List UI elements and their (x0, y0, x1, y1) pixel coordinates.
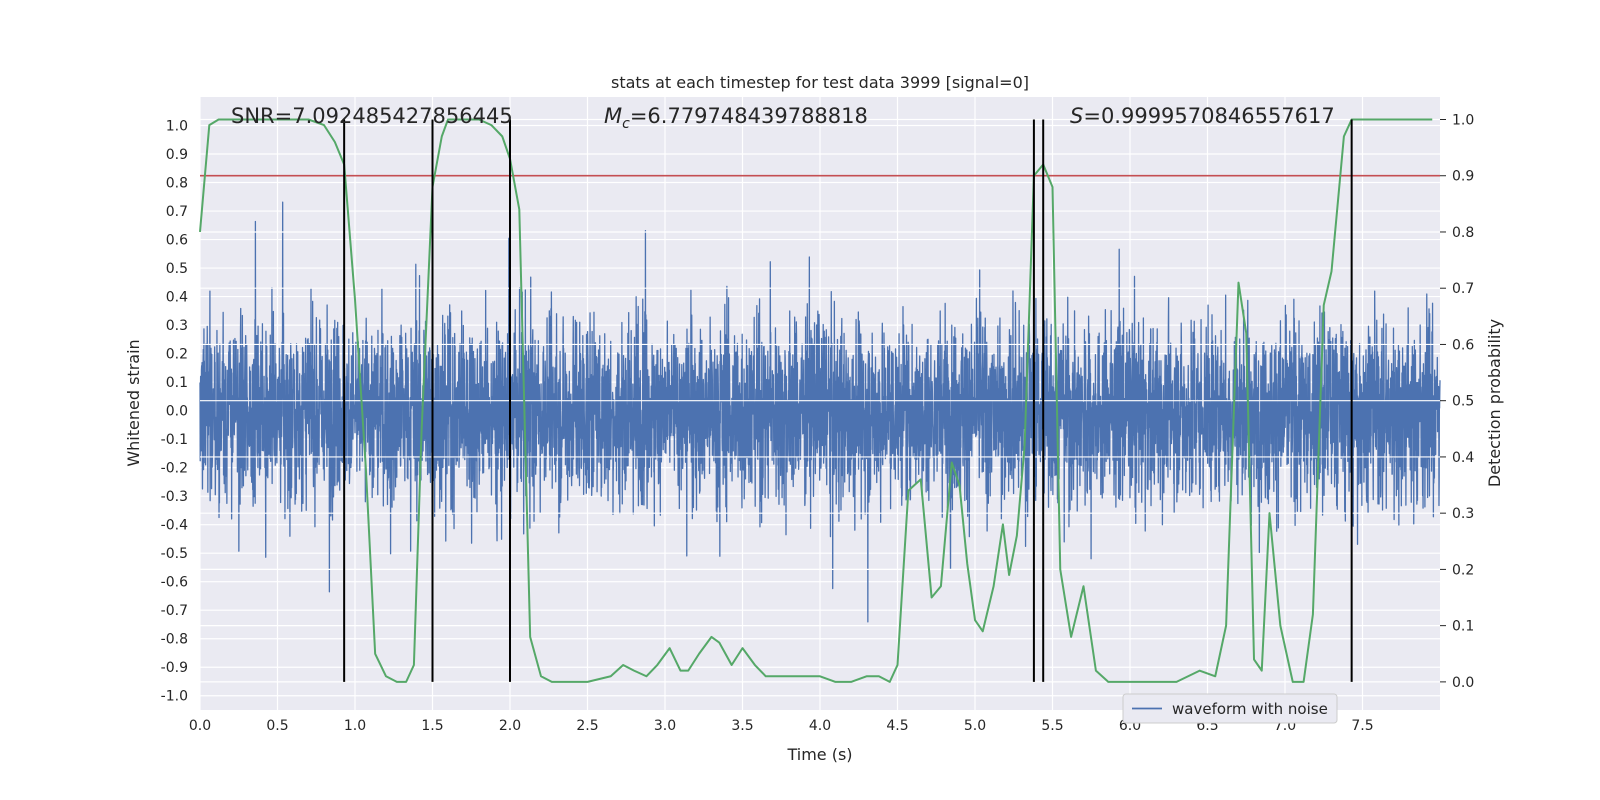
y-axis-title: Whitened strain (124, 339, 143, 466)
y2-tick-label: 0.6 (1452, 337, 1474, 353)
s-value: =0.9999570846557617 (1083, 104, 1334, 128)
s-statistic-annotation: S=0.9999570846557617 (1070, 104, 1335, 128)
x-tick-label: 2.0 (499, 718, 521, 734)
detection-probability-series (199, 118, 1433, 683)
y-tick-label: 0.2 (166, 347, 188, 363)
snr-annotation: SNR=7.092485427856445 (231, 104, 513, 128)
mc-value: =6.779748439788818 (630, 104, 868, 128)
y-tick-label: -0.7 (161, 603, 188, 619)
y-tick-label: 0.5 (166, 261, 188, 277)
y2-tick-label: 0.0 (1452, 675, 1474, 691)
y-tick-label: 0.4 (166, 290, 188, 306)
y-tick-label: -0.2 (161, 461, 188, 477)
x-tick-label: 3.0 (654, 718, 676, 734)
waveform-series (199, 201, 1441, 623)
y-tick-label: -0.1 (161, 432, 188, 448)
y-tick-label: -1.0 (161, 689, 188, 705)
y-tick-label: -0.5 (161, 546, 188, 562)
y-tick-label: -0.8 (161, 632, 188, 648)
y2-tick-label: 0.2 (1452, 562, 1474, 578)
mc-symbol: M (604, 104, 622, 128)
y-tick-label: 0.6 (166, 233, 188, 249)
x-tick-label: 5.0 (964, 718, 986, 734)
x-tick-label: 4.5 (886, 718, 908, 734)
x-tick-label: 7.5 (1351, 718, 1373, 734)
legend-box (1122, 693, 1338, 724)
y2-tick-label: 0.4 (1452, 450, 1474, 466)
x-axis-title: Time (s) (786, 745, 852, 764)
legend: waveform with noise (1122, 693, 1338, 724)
y-tick-label: -0.3 (161, 489, 188, 505)
waveform-line (199, 201, 1441, 623)
x-tick-label: 3.5 (731, 718, 753, 734)
x-tick-label: 4.0 (809, 718, 831, 734)
y2-tick-label: 0.8 (1452, 225, 1474, 241)
chart-title: stats at each timestep for test data 399… (611, 73, 1029, 92)
y2-axis-title: Detection probability (1485, 319, 1504, 487)
y-tick-label: -0.4 (161, 518, 188, 534)
vertical-markers (343, 119, 1353, 682)
probability-line (199, 118, 1433, 683)
x-tick-label: 1.0 (344, 718, 366, 734)
y2-tick-label: 1.0 (1452, 112, 1474, 128)
x-tick-label: 2.5 (576, 718, 598, 734)
legend-label-waveform: waveform with noise (1172, 700, 1328, 718)
x-tick-label: 0.5 (266, 718, 288, 734)
y-tick-label: 1.0 (166, 119, 188, 135)
y2-tick-label: 0.1 (1452, 619, 1474, 635)
s-symbol: S (1070, 104, 1083, 128)
y2-tick-label: 0.9 (1452, 169, 1474, 185)
y-tick-label: 0.0 (166, 404, 188, 420)
y2-tick-label: 0.3 (1452, 506, 1474, 522)
y-tick-label: 0.3 (166, 318, 188, 334)
x-tick-label: 5.5 (1041, 718, 1063, 734)
chirp-mass-annotation: Mc=6.779748439788818 (604, 104, 868, 132)
y2-tick-label: 0.7 (1452, 281, 1474, 297)
y-tick-label: 0.8 (166, 176, 188, 192)
y2-axis-ticks: 1.0 0.9 0.8 0.7 0.6 0.5 0.4 0.3 0.2 0.1 0.0 (1440, 112, 1474, 691)
y-tick-label: 0.7 (166, 204, 188, 220)
y2-tick-label: 0.5 (1452, 394, 1474, 410)
mc-subscript: c (622, 116, 630, 132)
y-axis-ticks: 1.0 0.9 0.8 0.7 0.6 0.5 0.4 0.3 0.2 0.1 0.0 -0.1 -0.… (161, 119, 188, 705)
x-tick-label: 0.0 (189, 718, 211, 734)
y-tick-label: 0.1 (166, 375, 188, 391)
y-tick-label: -0.9 (161, 660, 188, 676)
y-tick-label: -0.6 (161, 575, 188, 591)
x-tick-label: 1.5 (421, 718, 443, 734)
y-tick-label: 0.9 (166, 147, 188, 163)
